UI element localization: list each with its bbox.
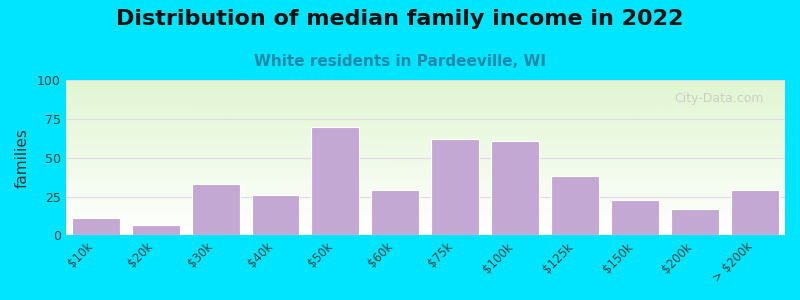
Bar [491, 141, 539, 236]
Bar [671, 209, 719, 236]
Text: City-Data.com: City-Data.com [674, 92, 763, 105]
Bar [72, 218, 120, 236]
Y-axis label: families: families [15, 128, 30, 188]
Bar [551, 176, 599, 236]
Bar [311, 127, 359, 236]
Bar [431, 139, 479, 236]
Bar [731, 190, 779, 236]
Bar [191, 184, 239, 236]
Text: Distribution of median family income in 2022: Distribution of median family income in … [116, 9, 684, 29]
Text: White residents in Pardeeville, WI: White residents in Pardeeville, WI [254, 54, 546, 69]
Bar [611, 200, 659, 236]
Bar [251, 195, 299, 236]
Bar [132, 224, 179, 236]
Bar [371, 190, 419, 236]
